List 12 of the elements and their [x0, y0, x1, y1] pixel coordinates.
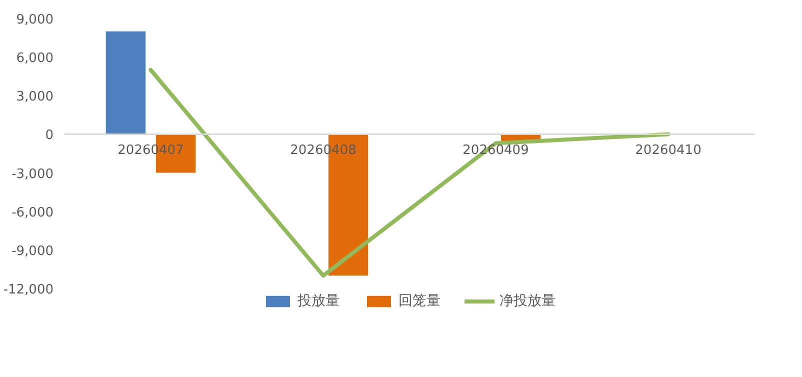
legend-label: 净投放量 [500, 292, 556, 310]
legend-label: 投放量 [298, 292, 340, 310]
y-tick-label: 3,000 [16, 90, 54, 105]
legend-label: 回笼量 [398, 292, 440, 310]
y-tick-label: 9,000 [16, 12, 54, 28]
y-tick-label: -6,000 [12, 205, 54, 220]
y-tick-label: 6,000 [16, 51, 54, 66]
y-tick-label: 0 [45, 128, 54, 144]
y-tick-label: -12,000 [3, 282, 54, 298]
y-tick-label: -3,000 [12, 166, 54, 182]
y-tick-label: -9,000 [12, 244, 54, 259]
x-tick-label: 20260410 [635, 143, 702, 158]
